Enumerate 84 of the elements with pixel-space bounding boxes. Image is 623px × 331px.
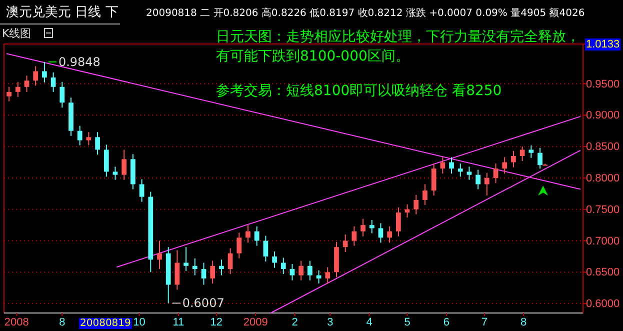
y-tick-label: 0.7500 — [586, 204, 620, 216]
candlestick — [511, 150, 516, 168]
candlestick — [422, 184, 428, 206]
candlestick — [6, 86, 12, 102]
candlestick — [484, 172, 490, 196]
x-tick-label: 12 — [210, 316, 223, 329]
candlestick — [298, 260, 304, 281]
x-tick-label: 3 — [327, 316, 334, 329]
candlestick — [77, 125, 82, 146]
candlestick — [122, 149, 127, 180]
candlestick — [210, 260, 216, 284]
x-tick-label: 4 — [366, 316, 372, 329]
candlestick — [157, 240, 162, 270]
candlestick — [254, 226, 260, 246]
x-tick-label: 5 — [404, 316, 410, 329]
candlestick — [280, 257, 286, 275]
candlestick — [493, 163, 498, 184]
x-tick-label: 8 — [520, 316, 527, 329]
candlestick — [378, 222, 384, 244]
x-tick-label: 7 — [481, 316, 488, 329]
candlestick — [263, 235, 268, 262]
candlestick — [502, 156, 508, 174]
y-tick-label: 0.7000 — [586, 235, 620, 248]
x-tick-label: 6 — [443, 316, 450, 329]
candlestick — [466, 166, 472, 180]
candlestick — [528, 144, 534, 158]
candlestick — [184, 246, 188, 272]
y-tick-label: 0.6500 — [586, 266, 620, 279]
y-tick-label: 0.6000 — [586, 298, 620, 310]
x-tick-label: 11 — [172, 316, 184, 329]
x-tick-label: 2008 — [4, 316, 29, 329]
candlestick — [112, 166, 118, 180]
candlestick — [104, 144, 109, 178]
x-tick-label: 8 — [59, 316, 66, 329]
y-tick-label: 0.9000 — [586, 110, 620, 122]
candlestick — [236, 232, 242, 259]
candlestick — [520, 146, 525, 162]
annotation: 参考交易：短线8100即可以吸纳轻仓 看8250 — [216, 83, 502, 99]
candlestick — [476, 169, 481, 190]
annotation: 0.6007 — [182, 296, 224, 310]
y-tick-label: 0.8000 — [586, 172, 620, 184]
candlestick — [352, 226, 357, 246]
candlestick — [538, 147, 542, 170]
candlestick — [50, 72, 56, 92]
candlestick — [139, 178, 144, 202]
candlestick — [308, 260, 312, 281]
candlestick — [325, 266, 330, 284]
x-tick-label: 2 — [292, 316, 298, 329]
candlestick — [42, 61, 47, 83]
candlestick — [201, 262, 206, 286]
candlestick — [246, 224, 250, 244]
candlestick — [272, 250, 277, 268]
candlestick — [440, 156, 446, 174]
y-tick-label: 0.8500 — [586, 141, 620, 154]
candlestick — [290, 264, 295, 281]
text: 20080819 — [80, 318, 131, 329]
chart-subtitle: 20090818 二 开0.8206 高0.8226 低0.8197 收0.8212 涨跌 +0.0007 0.09% 量4905 额4026 — [146, 7, 585, 19]
candlestick — [228, 248, 233, 275]
candlestick — [431, 163, 436, 196]
candlestick — [192, 258, 198, 276]
x-tick-label: 10 — [133, 316, 146, 329]
text: K线图 — [2, 27, 32, 40]
candlestick — [449, 156, 454, 174]
candlestick — [60, 81, 65, 108]
y-tick-label: 0.9500 — [586, 78, 620, 90]
annotation: 日元天图：走势相应比较好处理，下行力量没有完全释放，有可能下跌到8100-000区间。 — [216, 29, 580, 65]
candlestick — [369, 220, 374, 234]
candlestick — [342, 234, 348, 253]
candlestick — [174, 250, 180, 290]
candlestick — [360, 218, 366, 237]
chart-title: 澳元兑美元 日线 下 — [6, 4, 118, 20]
candlestick — [414, 194, 419, 215]
candlestick — [95, 132, 100, 156]
candlestick — [219, 259, 224, 276]
candlestick — [24, 75, 30, 92]
candlestick — [458, 163, 463, 178]
y-tick-label: 1.0133 — [586, 38, 620, 51]
candlestick — [387, 226, 392, 244]
candlestick — [396, 206, 401, 237]
candlestick — [15, 81, 20, 98]
candlestick — [86, 132, 92, 146]
candlestick — [33, 66, 38, 86]
x-tick-label: 2009 — [243, 316, 268, 329]
annotation: 0.9848 — [58, 54, 100, 69]
